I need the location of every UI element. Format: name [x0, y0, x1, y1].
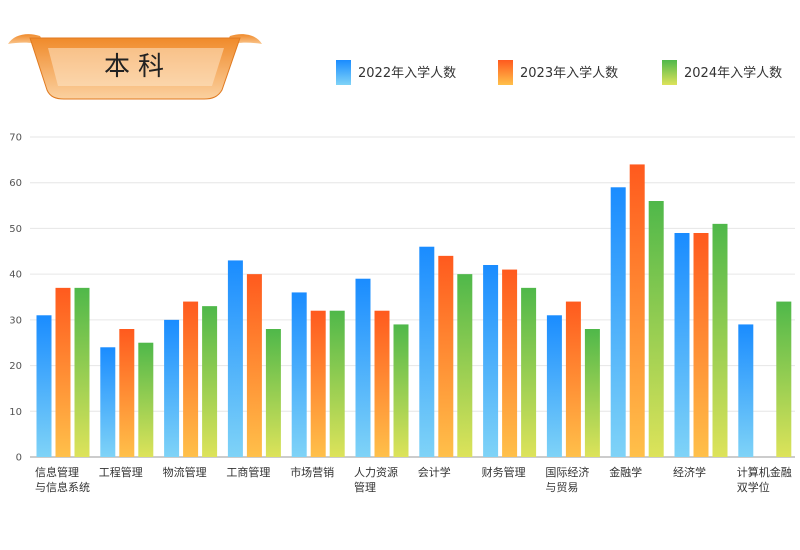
x-category-label: 人力资源管理 — [354, 465, 398, 494]
y-tick-label: 20 — [9, 361, 22, 372]
x-category-label: 市场营销 — [290, 465, 334, 479]
bar-2023 — [502, 269, 518, 457]
legend-label: 2023年入学人数 — [520, 65, 618, 81]
bar-2023 — [119, 329, 135, 457]
gridlines — [30, 136, 795, 458]
legend-label: 2024年入学人数 — [684, 65, 782, 81]
bar-2022 — [546, 315, 562, 457]
bar-2024 — [521, 287, 537, 457]
bar-2023 — [693, 233, 709, 457]
bar-2023 — [438, 255, 454, 457]
bar-2022 — [738, 324, 754, 457]
legend-swatch — [662, 60, 677, 85]
bar-2024 — [393, 324, 409, 457]
bar-2022 — [483, 265, 499, 457]
bar-2024 — [712, 223, 728, 457]
x-category-label: 金融学 — [609, 465, 642, 479]
bar-2022 — [227, 260, 243, 457]
x-category-label: 经济学 — [673, 465, 706, 479]
legend-swatch — [498, 60, 513, 85]
bar-2023 — [629, 164, 645, 457]
bar-2023 — [55, 287, 71, 457]
y-axis: 0 10 20 30 40 50 60 70 — [9, 133, 22, 464]
x-category-label: 工商管理 — [226, 465, 270, 479]
x-category-label: 信息管理与信息系统 — [35, 465, 90, 494]
x-category-label: 工程管理 — [99, 465, 143, 479]
bar-2022 — [674, 233, 690, 457]
title-banner: 本科 — [8, 34, 262, 100]
bar-2023 — [246, 274, 262, 457]
y-tick-label: 70 — [9, 133, 22, 144]
bar-2024 — [265, 329, 281, 457]
bar-2024 — [138, 342, 154, 457]
x-category-label: 财务管理 — [482, 465, 526, 479]
bar-2024 — [457, 274, 473, 457]
legend: 2022年入学人数 2023年入学人数 2024年入学人数 — [336, 60, 782, 85]
bar-2022 — [419, 246, 435, 457]
bar-2022 — [164, 319, 180, 457]
y-tick-label: 40 — [9, 270, 22, 281]
bar-2022 — [355, 278, 371, 457]
x-category-label: 计算机金融双学位 — [737, 465, 792, 494]
x-category-label: 物流管理 — [163, 465, 207, 479]
y-tick-label: 10 — [9, 407, 22, 418]
bar-2023 — [374, 310, 390, 457]
bar-2022 — [610, 187, 626, 458]
bar-2023 — [183, 301, 199, 457]
legend-swatch — [336, 60, 351, 85]
bar-2023 — [565, 301, 581, 457]
y-tick-label: 60 — [9, 178, 22, 189]
bar-2024 — [584, 329, 600, 457]
y-tick-label: 50 — [9, 224, 22, 235]
bars — [36, 164, 792, 458]
y-tick-label: 0 — [16, 453, 22, 464]
banner-title: 本科 — [104, 52, 172, 82]
bar-2022 — [100, 347, 116, 457]
bar-2024 — [329, 310, 345, 457]
bar-2022 — [291, 292, 307, 457]
bar-2024 — [776, 301, 792, 457]
x-category-label: 国际经济与贸易 — [545, 465, 589, 494]
bar-2024 — [648, 201, 664, 457]
bar-2024 — [74, 287, 90, 457]
x-category-label: 会计学 — [418, 465, 451, 479]
bar-2023 — [310, 310, 326, 457]
legend-label: 2022年入学人数 — [358, 65, 456, 81]
y-tick-label: 30 — [9, 315, 22, 326]
banner-highlight — [48, 48, 224, 86]
bar-2024 — [202, 306, 218, 457]
bar-2022 — [36, 315, 52, 457]
